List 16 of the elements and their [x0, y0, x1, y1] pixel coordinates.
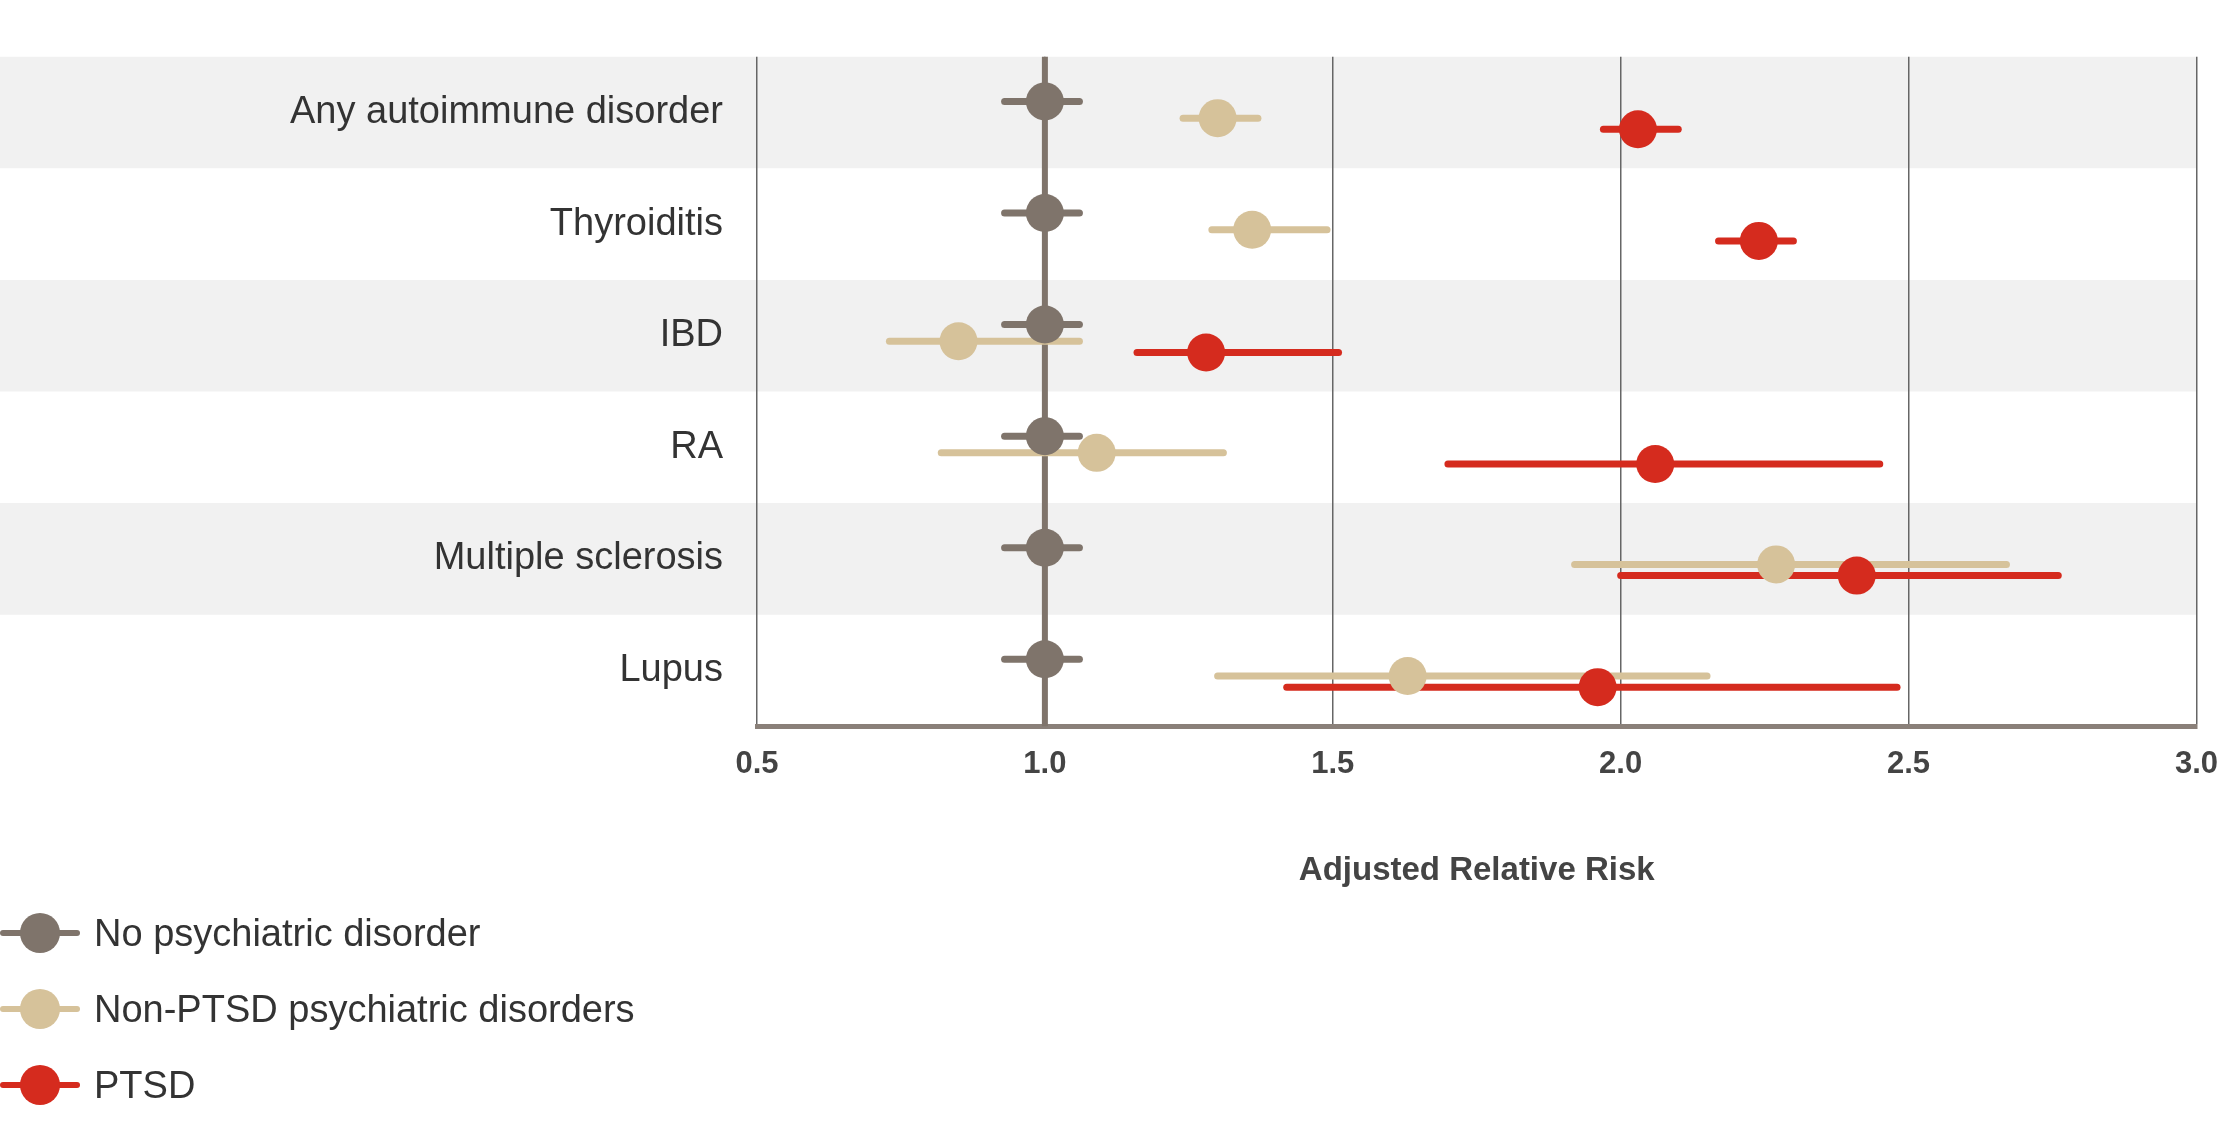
y-tick-label: Multiple sclerosis	[433, 535, 723, 578]
x-tick-label: 3.0	[2174, 745, 2219, 781]
legend-label: No psychiatric disorder	[94, 911, 481, 955]
legend-label: PTSD	[94, 1063, 196, 1107]
x-tick-label: 1.5	[1311, 745, 1355, 781]
x-tick-label: 2.5	[1887, 745, 1931, 781]
y-tick-label: Thyroiditis	[549, 200, 723, 243]
x-tick-label: 2.0	[1599, 745, 1643, 781]
y-tick-label: Any autoimmune disorder	[290, 89, 724, 132]
x-tick-label: 1.0	[1023, 745, 1067, 781]
x-tick-label: 0.5	[735, 745, 779, 781]
y-tick-label: Lupus	[619, 646, 723, 689]
x-axis-title: Adjusted Relative Risk	[1298, 850, 1656, 888]
y-tick-label: IBD	[659, 312, 723, 355]
y-tick-label: RA	[670, 423, 724, 466]
legend-label: Non-PTSD psychiatric disorders	[94, 987, 635, 1031]
